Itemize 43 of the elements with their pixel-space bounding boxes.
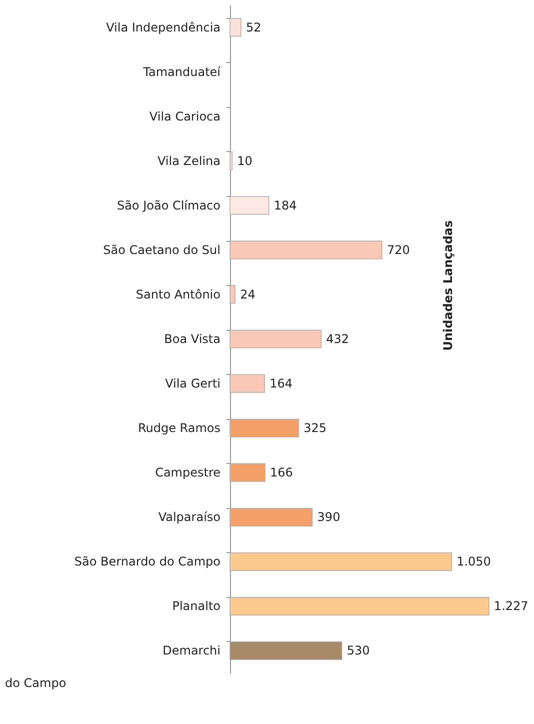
bar xyxy=(230,152,233,170)
y-tick-label: Valparaíso xyxy=(158,510,220,524)
y-tick-label: Boa Vista xyxy=(164,332,220,346)
data-label: 432 xyxy=(326,332,350,346)
bar xyxy=(230,508,313,526)
y-tick-label: Vila Independência xyxy=(106,20,220,34)
bar xyxy=(230,285,236,304)
y-tick-label: Planalto xyxy=(172,599,220,614)
y-tick-label: Demarchi xyxy=(162,644,220,658)
bar xyxy=(230,641,342,660)
data-label: 530 xyxy=(346,644,370,658)
y-tick-label: Vila Zelina xyxy=(157,154,220,168)
y-tick-label: Vila Carioca xyxy=(149,109,220,124)
y-tick-label: Vila Gerti xyxy=(165,376,220,391)
bar xyxy=(230,374,266,393)
data-label: 1.050 xyxy=(456,554,491,569)
bar xyxy=(230,552,452,571)
data-label: 325 xyxy=(304,421,326,436)
y-tick-label: São Bernardo do Campo xyxy=(74,554,220,569)
y-tick-label: Rudge Ramos xyxy=(138,421,220,436)
data-label: 184 xyxy=(274,198,297,212)
data-label: 24 xyxy=(240,287,256,302)
data-label: 720 xyxy=(386,242,410,257)
y-tick-label: São Caetano do Sul xyxy=(103,242,220,257)
text: do Campo xyxy=(5,676,66,690)
data-label: 164 xyxy=(270,376,293,391)
y-tick-label: Tamanduateí xyxy=(142,64,222,79)
y-tick-label: Campestre xyxy=(155,466,220,480)
y-tick-label: Santo Antônio xyxy=(136,287,220,302)
bar xyxy=(230,596,490,616)
bar xyxy=(230,18,242,37)
bar xyxy=(230,418,299,438)
bar xyxy=(230,330,322,348)
bar xyxy=(230,463,266,482)
data-label: 10 xyxy=(237,154,252,168)
data-label: 1.227 xyxy=(494,599,528,614)
bar xyxy=(230,196,270,215)
data-label: 390 xyxy=(317,510,340,524)
bar xyxy=(230,240,382,260)
data-label: 52 xyxy=(246,20,262,34)
annotation: Unidades Lançadas xyxy=(441,220,455,351)
data-label: 166 xyxy=(270,466,293,480)
y-tick-label: São João Clímaco xyxy=(116,198,220,212)
